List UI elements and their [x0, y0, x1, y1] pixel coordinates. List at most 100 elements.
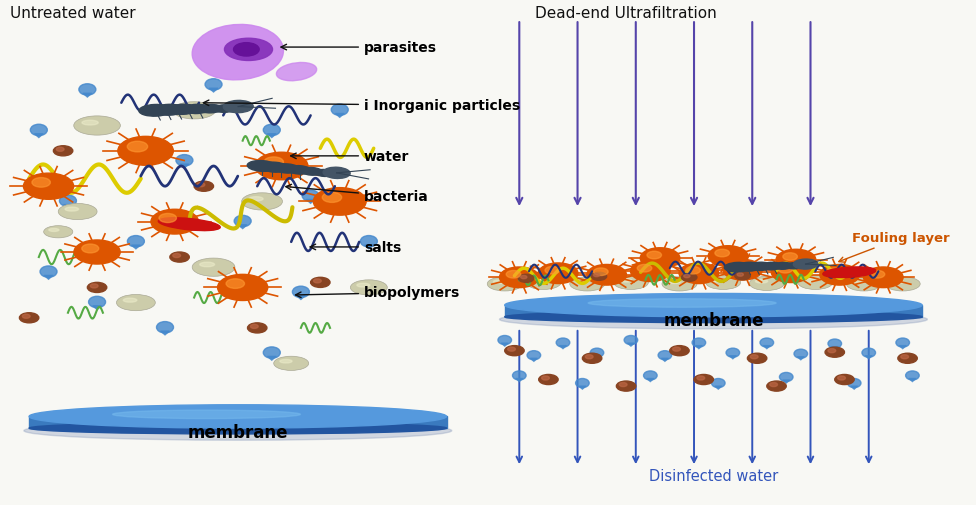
Circle shape: [684, 275, 690, 278]
Ellipse shape: [724, 263, 752, 272]
Circle shape: [617, 381, 635, 391]
Ellipse shape: [658, 351, 671, 360]
Polygon shape: [763, 346, 770, 349]
Text: salts: salts: [310, 240, 401, 255]
Ellipse shape: [527, 351, 541, 360]
Ellipse shape: [44, 226, 73, 238]
Circle shape: [57, 148, 64, 152]
Circle shape: [539, 264, 578, 284]
Ellipse shape: [614, 276, 648, 290]
Circle shape: [159, 214, 177, 223]
Polygon shape: [866, 356, 873, 359]
Polygon shape: [267, 357, 276, 361]
Ellipse shape: [726, 348, 740, 358]
Polygon shape: [306, 200, 315, 204]
Circle shape: [735, 272, 751, 280]
Polygon shape: [93, 306, 102, 310]
Circle shape: [313, 188, 366, 216]
Text: Disinfected water: Disinfected water: [649, 468, 778, 483]
Polygon shape: [695, 346, 703, 349]
Polygon shape: [267, 134, 276, 138]
Text: parasites: parasites: [281, 41, 437, 55]
Circle shape: [255, 153, 307, 180]
Polygon shape: [502, 343, 508, 346]
Circle shape: [620, 383, 627, 387]
Circle shape: [264, 158, 283, 168]
Polygon shape: [729, 356, 736, 359]
Ellipse shape: [29, 405, 446, 428]
Polygon shape: [364, 245, 373, 249]
Text: Dead-end Ultrafiltration: Dead-end Ultrafiltration: [535, 6, 717, 21]
Circle shape: [500, 268, 539, 288]
Ellipse shape: [247, 161, 277, 172]
Ellipse shape: [847, 379, 861, 388]
Polygon shape: [559, 346, 566, 349]
Polygon shape: [336, 114, 345, 118]
Circle shape: [637, 265, 652, 273]
Ellipse shape: [505, 312, 922, 323]
Circle shape: [20, 313, 39, 323]
Circle shape: [825, 347, 844, 358]
Ellipse shape: [624, 336, 637, 345]
Circle shape: [670, 346, 689, 356]
Circle shape: [686, 267, 701, 275]
Circle shape: [583, 354, 602, 364]
Ellipse shape: [40, 267, 57, 278]
Circle shape: [74, 240, 120, 265]
Circle shape: [751, 355, 758, 359]
Polygon shape: [714, 386, 722, 389]
Ellipse shape: [793, 260, 818, 270]
Circle shape: [694, 375, 713, 385]
Circle shape: [508, 347, 515, 351]
Ellipse shape: [181, 107, 195, 111]
Polygon shape: [44, 276, 53, 280]
Ellipse shape: [846, 277, 881, 291]
Polygon shape: [161, 331, 170, 335]
Circle shape: [586, 355, 593, 359]
Circle shape: [672, 347, 680, 351]
Circle shape: [310, 278, 330, 288]
Ellipse shape: [192, 25, 283, 81]
Ellipse shape: [183, 105, 210, 114]
Circle shape: [697, 376, 705, 380]
Ellipse shape: [29, 423, 446, 434]
Ellipse shape: [173, 103, 216, 120]
Circle shape: [518, 275, 534, 283]
Ellipse shape: [242, 193, 282, 211]
Circle shape: [898, 354, 917, 364]
Circle shape: [679, 264, 718, 284]
Polygon shape: [797, 357, 804, 360]
Ellipse shape: [906, 371, 919, 380]
Ellipse shape: [264, 125, 280, 136]
Ellipse shape: [350, 280, 387, 295]
Circle shape: [864, 268, 903, 288]
Circle shape: [778, 266, 793, 274]
Circle shape: [505, 346, 524, 356]
Circle shape: [827, 269, 841, 276]
Ellipse shape: [755, 280, 768, 283]
Ellipse shape: [494, 280, 506, 284]
Ellipse shape: [750, 277, 785, 291]
Ellipse shape: [662, 277, 697, 291]
Ellipse shape: [643, 371, 657, 380]
Circle shape: [248, 323, 266, 333]
Ellipse shape: [532, 279, 545, 282]
Ellipse shape: [192, 259, 235, 277]
Circle shape: [723, 260, 762, 280]
Ellipse shape: [498, 336, 511, 345]
Ellipse shape: [280, 360, 292, 363]
Ellipse shape: [116, 295, 155, 311]
Text: Fouling layer: Fouling layer: [838, 232, 950, 263]
Circle shape: [170, 252, 189, 263]
Circle shape: [901, 355, 909, 359]
Ellipse shape: [526, 276, 561, 290]
Ellipse shape: [773, 263, 793, 270]
Ellipse shape: [23, 421, 452, 440]
Ellipse shape: [823, 267, 875, 278]
Polygon shape: [593, 356, 600, 359]
Ellipse shape: [761, 263, 782, 270]
Circle shape: [748, 354, 767, 364]
Ellipse shape: [139, 105, 172, 117]
Ellipse shape: [273, 357, 308, 371]
Ellipse shape: [797, 276, 833, 290]
